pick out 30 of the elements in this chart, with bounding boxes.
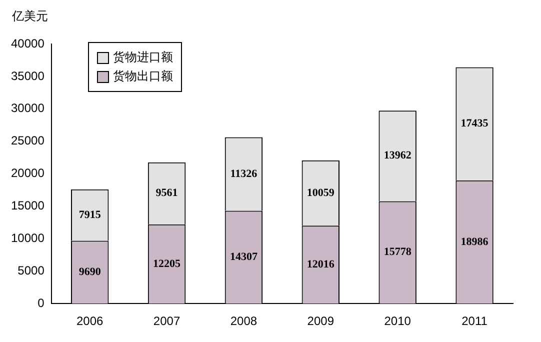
- data-label: 9561: [156, 187, 178, 200]
- legend-label: 货物进口额: [113, 49, 173, 66]
- x-tick-label: 2007: [153, 314, 180, 328]
- data-label: 11326: [230, 168, 258, 180]
- y-tick-label: 5000: [18, 263, 45, 278]
- data-label: 15778: [384, 246, 412, 258]
- y-tick-label: 15000: [10, 198, 45, 213]
- data-label: 18986: [460, 236, 489, 248]
- y-tick-label: 10000: [10, 231, 45, 246]
- data-label: 13962: [384, 150, 412, 162]
- y-tick-label: 40000: [10, 36, 45, 50]
- y-axis-title: 亿美元: [11, 8, 49, 24]
- x-tick-label: 2009: [307, 314, 334, 328]
- y-tick-label: 25000: [10, 134, 45, 148]
- x-tick-label: 2011: [462, 314, 488, 328]
- x-tick-label: 2006: [76, 314, 104, 328]
- y-tick-label: 20000: [10, 166, 45, 180]
- legend-label: 货物出口额: [113, 68, 173, 85]
- data-label: 14307: [230, 251, 258, 264]
- data-label: 9690: [78, 266, 102, 278]
- data-label: 10059: [306, 186, 335, 199]
- data-label: 7915: [78, 208, 102, 221]
- data-label: 12205: [153, 258, 182, 270]
- data-label: 17435: [460, 118, 489, 130]
- y-tick-label: 30000: [10, 101, 45, 116]
- y-tick-label: 0: [38, 296, 45, 310]
- x-tick-label: 2008: [230, 314, 258, 328]
- y-tick-label: 35000: [10, 68, 45, 83]
- data-label: 12016: [306, 258, 335, 270]
- x-tick-label: 2010: [384, 314, 412, 328]
